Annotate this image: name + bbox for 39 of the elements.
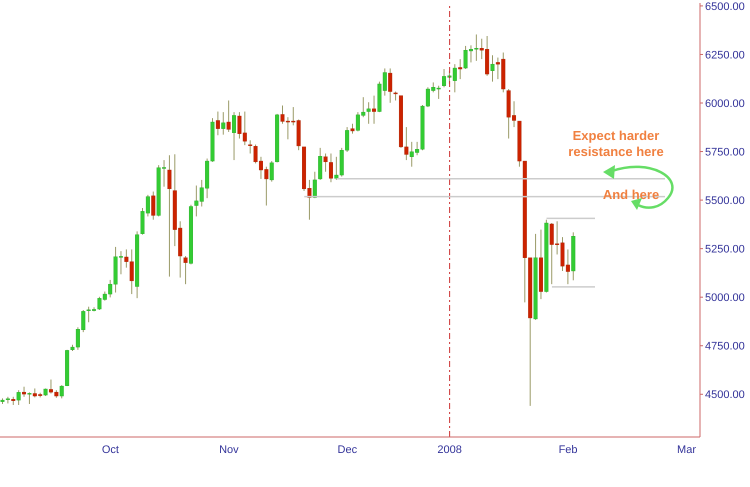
y-tick-label: 4500.00 xyxy=(705,389,745,402)
annotation: Expect harder resistance here xyxy=(567,128,665,160)
y-tick-label: 5500.00 xyxy=(705,195,745,207)
y-tick-label: 5000.00 xyxy=(705,292,745,304)
y-tick-label: 4750.00 xyxy=(705,340,745,353)
candlestick xyxy=(60,384,64,399)
x-tick-label: Feb xyxy=(558,444,578,456)
annotation: And here xyxy=(602,187,660,203)
candlestick xyxy=(167,154,172,278)
candlestick xyxy=(458,58,462,80)
candlestick xyxy=(216,111,220,136)
candlestick xyxy=(490,54,494,82)
candlestick xyxy=(226,100,231,132)
candlestick xyxy=(324,152,328,172)
candlestick xyxy=(328,152,333,183)
candlestick xyxy=(372,95,376,124)
candlestick xyxy=(350,123,354,134)
x-tick-label: Dec xyxy=(338,444,358,456)
x-tick-label: 2008 xyxy=(437,444,462,456)
x-tick-label: Mar xyxy=(677,444,696,456)
candlestick xyxy=(232,112,236,161)
y-tick-label: 6500.00 xyxy=(705,0,745,13)
candlestick xyxy=(27,392,32,404)
y-tick-label: 6000.00 xyxy=(705,98,745,110)
candlestick xyxy=(22,386,26,398)
candlestick xyxy=(318,147,322,180)
candlestick xyxy=(221,112,226,136)
candlestick xyxy=(248,140,252,154)
candlestick xyxy=(388,68,392,104)
candlestick xyxy=(151,191,156,220)
x-tick-label: Oct xyxy=(102,444,119,456)
y-tick-label: 5250.00 xyxy=(705,244,745,256)
candlestick xyxy=(366,102,371,124)
candlestick xyxy=(16,390,21,406)
y-tick-label: 6250.00 xyxy=(705,49,745,62)
y-tick-label: 5750.00 xyxy=(705,146,745,158)
candlestick xyxy=(270,160,274,182)
candlestick xyxy=(184,256,188,285)
x-tick-label: Nov xyxy=(219,444,240,456)
